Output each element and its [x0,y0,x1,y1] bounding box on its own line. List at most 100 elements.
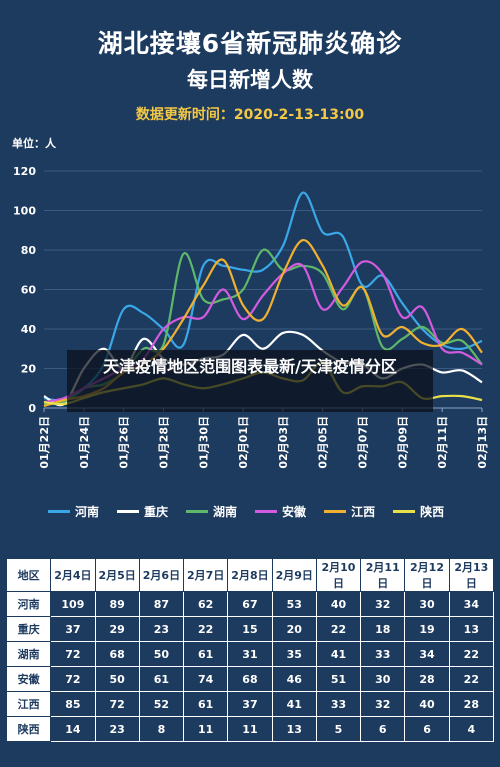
table-row: 安徽 72 50 61 74 68 46 51 30 28 22 [5,666,495,692]
table-cell: 33 [360,641,406,667]
y-tick-label: 20 [21,363,37,376]
table-cell: 13 [448,616,495,642]
table-header-cell: 2月8日 [227,558,273,592]
legend-label: 江西 [351,504,376,519]
table-cell: 22 [448,666,495,692]
table-cell: 31 [227,641,273,667]
legend-swatch [255,509,278,513]
x-tick-label: 01月24日 [78,416,91,469]
table-header-row: 地区 2月4日 2月5日 2月6日 2月7日 2月8日 2月9日 2月10日 2月11日 2月12… [5,558,495,592]
legend-item: 陕西 [393,503,444,520]
table-header-cell: 2月6日 [138,558,185,592]
table-region-cell: 陕西 [5,716,52,742]
overlay-text: 天津疫情地区范围图表最新/天津疫情分区 [103,357,397,376]
table-cell: 53 [271,591,317,617]
x-tick-label: 02月09日 [396,416,409,469]
table-header-cell: 2月4日 [50,558,96,592]
table-cell: 61 [183,691,229,717]
table-header-cell: 2月5日 [94,558,140,592]
table-region-cell: 河南 [5,591,52,617]
legend-item: 湖南 [186,503,237,520]
table-cell: 109 [50,591,96,617]
table-cell: 23 [94,716,140,742]
update-time: 数据更新时间：2020-2-13-13:00 [135,107,365,123]
table-header-cell: 2月10日 [315,558,362,592]
data-table: 地区 2月4日 2月5日 2月6日 2月7日 2月8日 2月9日 2月10日 2月11日 2月12… [5,558,495,742]
table-cell: 35 [271,641,317,667]
table-cell: 74 [183,666,229,692]
table-region-cell: 湖南 [5,641,52,667]
overlay-banner: 天津疫情地区范围图表最新/天津疫情分区 [67,350,433,412]
table-cell: 32 [360,591,406,617]
table-cell: 33 [315,691,362,717]
x-tick-label: 01月26日 [118,416,131,469]
table-cell: 29 [94,616,140,642]
table-cell: 23 [138,616,185,642]
line-chart: 0 20 40 60 80 100 120 01月22日 01月24日 01月26日 01月28日 0… [12,136,489,469]
table-cell: 85 [50,691,96,717]
table-row: 陕西 14 23 8 11 11 13 5 6 6 4 [5,716,495,742]
table-cell: 18 [360,616,406,642]
legend-swatch [324,509,347,513]
x-tick-label: 02月07日 [357,416,370,469]
table-region-cell: 安徽 [5,666,52,692]
legend-label: 安徽 [282,504,307,519]
y-tick-label: 100 [13,205,36,218]
table-cell: 61 [138,666,185,692]
table-cell: 52 [138,691,185,717]
table-cell: 22 [315,616,362,642]
y-tick-label: 0 [28,402,36,415]
table-cell: 87 [138,591,185,617]
legend-swatch [117,509,140,513]
legend-swatch [393,509,416,513]
table-cell: 5 [315,716,362,742]
table-row: 湖南 72 68 50 61 31 35 41 33 34 22 [5,641,495,667]
table-header-cell: 2月13日 [448,558,495,592]
legend-item: 河南 [48,503,99,520]
table-cell: 89 [94,591,140,617]
table-header-cell: 地区 [5,558,52,592]
table-cell: 28 [404,666,450,692]
table-cell: 72 [94,691,140,717]
table-cell: 30 [360,666,406,692]
table-cell: 61 [183,641,229,667]
table-region-cell: 重庆 [5,616,52,642]
table-cell: 6 [404,716,450,742]
table-cell: 72 [50,641,96,667]
table-region-cell: 江西 [5,691,52,717]
legend-swatch [48,509,70,513]
series-line-河南 [43,191,483,402]
table-cell: 51 [315,666,362,692]
x-tick-label: 02月01日 [237,416,250,469]
table-cell: 4 [448,716,495,742]
x-tick-label: 01月30日 [197,416,210,469]
table-cell: 20 [271,616,317,642]
y-axis-unit-label: 单位：人 [12,136,57,150]
chart-legend: 河南 重庆 湖南 安徽 江西 陕西 [48,502,488,520]
x-tick-label: 02月11日 [436,416,449,469]
y-tick-label: 60 [21,284,37,297]
y-tick-label: 40 [21,323,37,336]
table-cell: 11 [183,716,229,742]
x-tick-label: 02月13日 [476,416,489,469]
table-cell: 62 [183,591,229,617]
table-header-cell: 2月7日 [183,558,229,592]
legend-item: 安徽 [255,503,306,520]
legend-item: 江西 [324,503,375,520]
table-row: 江西 85 72 52 61 37 41 33 32 40 28 [5,691,495,717]
y-tick-label: 120 [13,165,36,178]
y-tick-label: 80 [21,244,37,257]
table-cell: 67 [227,591,273,617]
table-cell: 37 [50,616,96,642]
table-cell: 40 [404,691,450,717]
x-tick-label: 02月03日 [277,416,290,469]
table-cell: 15 [227,616,273,642]
table-cell: 32 [360,691,406,717]
x-tick-label: 01月22日 [38,416,51,469]
table-cell: 72 [50,666,96,692]
table-cell: 6 [360,716,406,742]
table-header-cell: 2月12日 [404,558,450,592]
table-cell: 8 [138,716,185,742]
table-cell: 22 [448,641,495,667]
table-cell: 34 [404,641,450,667]
